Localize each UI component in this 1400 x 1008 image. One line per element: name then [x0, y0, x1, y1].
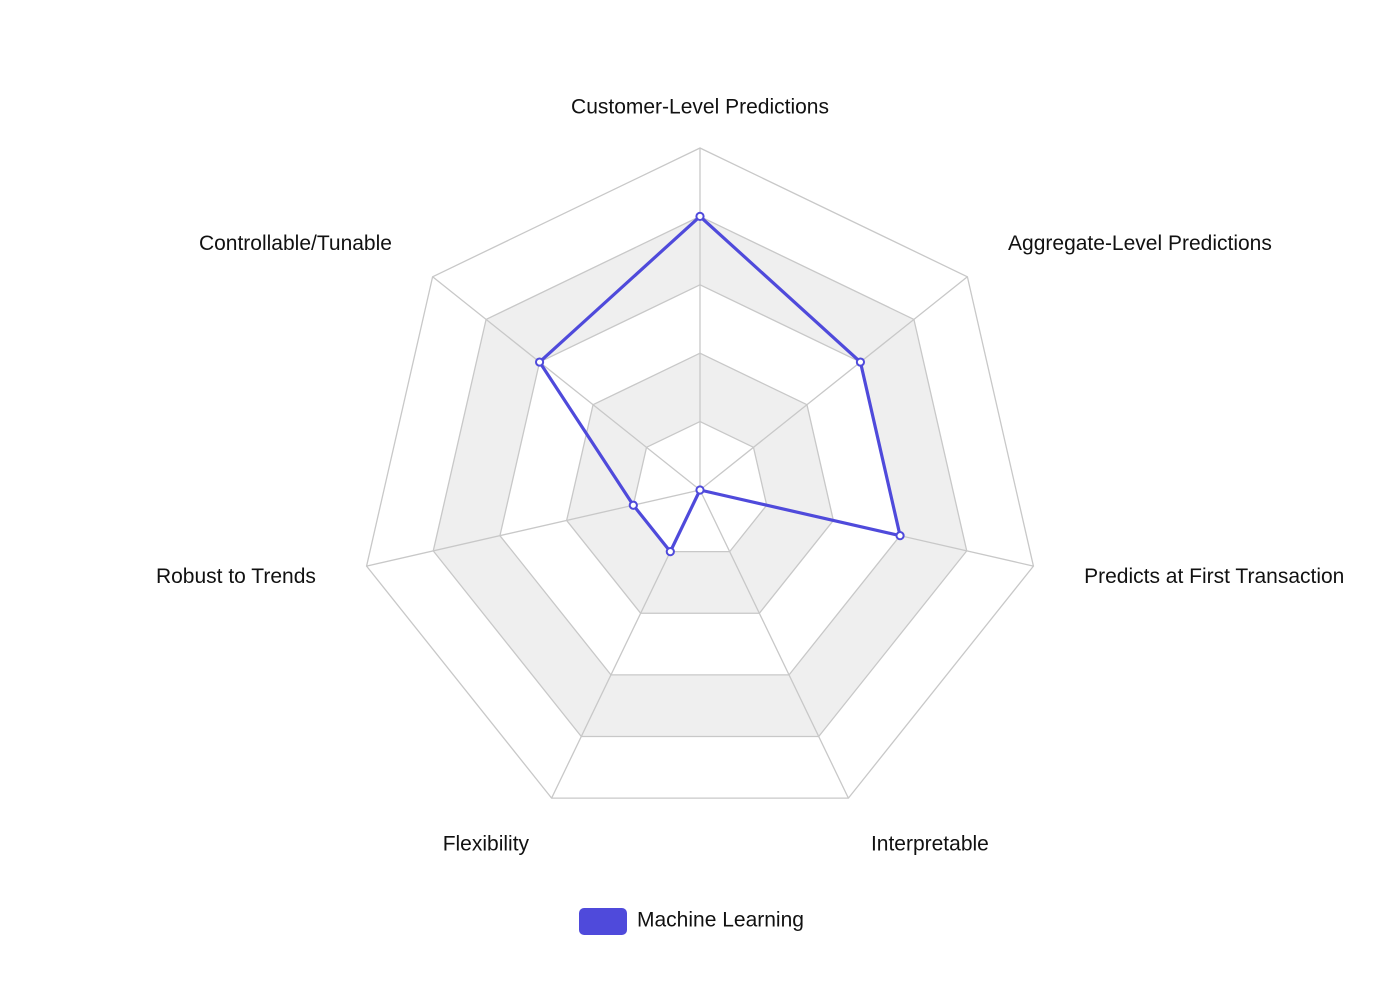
axis-spoke	[366, 489, 701, 567]
grid-ring	[432, 215, 968, 738]
grid-ring	[565, 352, 835, 614]
axis-label: Customer-Level Predictions	[571, 96, 829, 119]
axis-label: Flexibility	[443, 833, 530, 856]
legend-swatch[interactable]	[579, 908, 627, 935]
grid-rings	[365, 147, 1035, 799]
grid-ring	[365, 147, 1035, 799]
axis-spoke	[432, 276, 701, 491]
data-point[interactable]	[695, 485, 705, 495]
data-point[interactable]	[665, 547, 675, 557]
data-point[interactable]	[695, 211, 705, 221]
data-point[interactable]	[628, 500, 638, 510]
axis-label: Aggregate-Level Predictions	[1008, 232, 1272, 255]
axis-label: Predicts at First Transaction	[1084, 565, 1344, 588]
series-line	[537, 214, 902, 554]
axis-spoke	[699, 276, 968, 491]
axis-spoke	[699, 489, 849, 799]
axis-label: Robust to Trends	[156, 565, 316, 588]
data-point[interactable]	[855, 357, 866, 367]
grid-ring	[632, 420, 768, 553]
legend-label[interactable]: Machine Learning	[637, 909, 804, 932]
axis-label: Interpretable	[871, 833, 989, 856]
data-point[interactable]	[534, 357, 545, 367]
axis-labels: Customer-Level Predictions Aggregate-Leve…	[156, 96, 1344, 856]
data-point[interactable]	[895, 531, 905, 541]
legend[interactable]: Machine Learning	[579, 908, 804, 935]
axis-label: Controllable/Tunable	[199, 232, 392, 255]
series-layer	[534, 211, 905, 557]
